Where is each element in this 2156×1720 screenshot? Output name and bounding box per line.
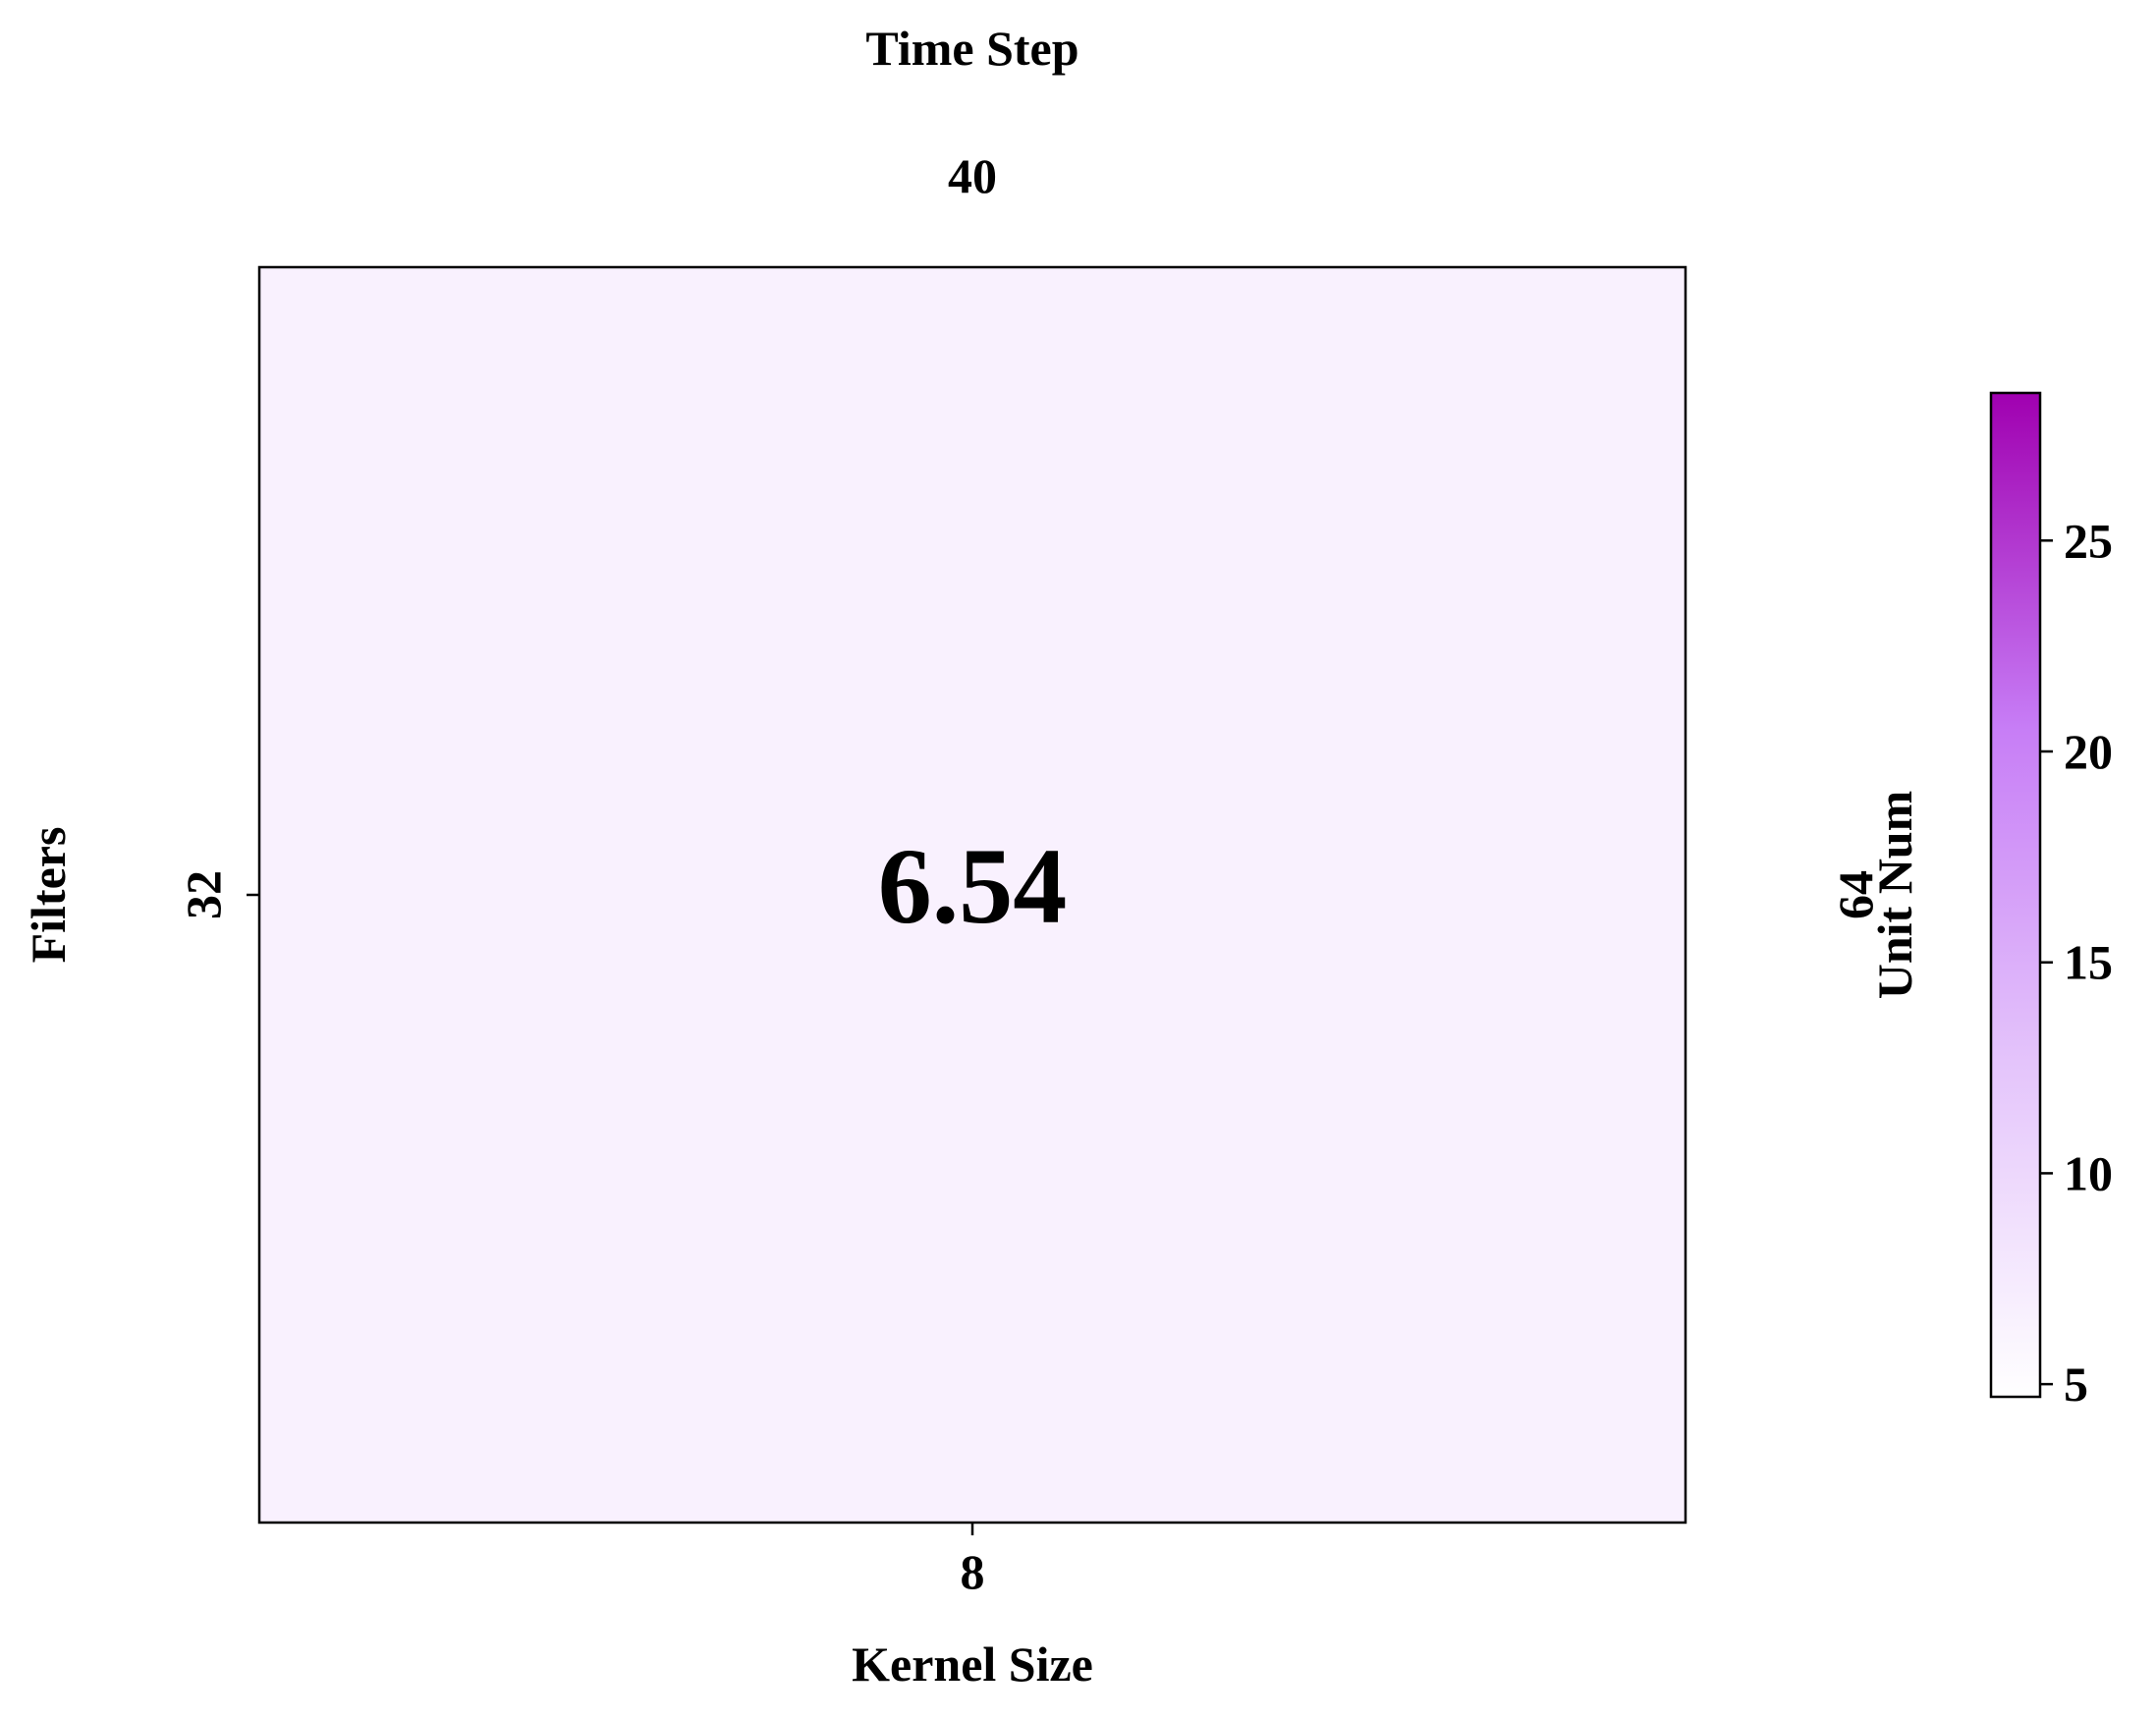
colorbar-ticks: 5 10 15 20 25 — [2040, 513, 2113, 1412]
top-tick-label: 40 — [948, 148, 997, 203]
y-axis-label: Filters — [21, 827, 76, 964]
colorbar-tick-label: 25 — [2064, 513, 2113, 568]
colorbar — [1989, 391, 2042, 1399]
right-axis-label: Unit Num — [1867, 791, 1922, 1000]
colorbar-tick-label: 20 — [2064, 724, 2113, 779]
top-axis-label: Time Step — [865, 21, 1078, 76]
x-axis-label: Kernel Size — [852, 1637, 1093, 1692]
right-tick-label: 64 — [1828, 870, 1883, 919]
heatmap-cell-value: 6.54 — [878, 826, 1068, 946]
colorbar-tick-label: 15 — [2064, 935, 2113, 990]
y-tick-label: 32 — [176, 870, 231, 919]
x-tick-label: 8 — [961, 1544, 985, 1599]
colorbar-tick-label: 10 — [2064, 1145, 2113, 1200]
heatmap-cell — [259, 267, 1686, 1523]
colorbar-tick-label: 5 — [2064, 1357, 2088, 1412]
